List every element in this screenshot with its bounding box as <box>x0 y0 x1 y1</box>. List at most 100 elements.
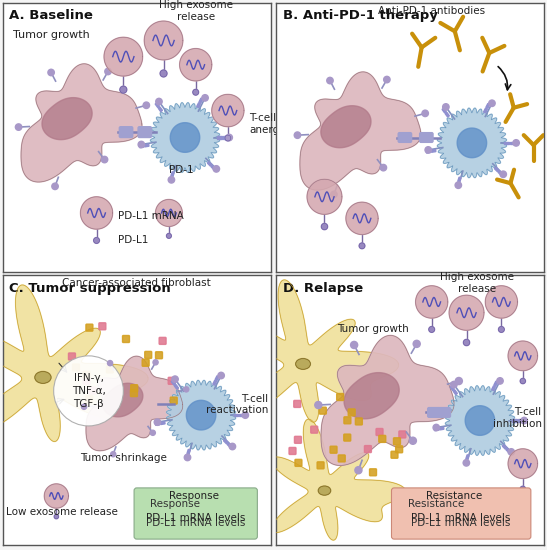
Circle shape <box>355 466 362 474</box>
Text: High exosome
release: High exosome release <box>440 272 514 294</box>
FancyBboxPatch shape <box>356 418 362 425</box>
FancyBboxPatch shape <box>130 389 137 397</box>
Bar <box>426 150 431 153</box>
Polygon shape <box>321 336 454 465</box>
Polygon shape <box>166 380 236 450</box>
FancyBboxPatch shape <box>370 469 376 476</box>
FancyBboxPatch shape <box>391 451 398 458</box>
Circle shape <box>110 452 116 457</box>
FancyBboxPatch shape <box>134 488 257 539</box>
Circle shape <box>213 166 219 172</box>
FancyBboxPatch shape <box>155 352 162 359</box>
FancyBboxPatch shape <box>317 462 324 469</box>
Circle shape <box>497 378 503 384</box>
Circle shape <box>15 124 22 130</box>
FancyBboxPatch shape <box>376 428 383 436</box>
Polygon shape <box>80 197 113 229</box>
Circle shape <box>242 412 248 419</box>
Text: PD-1: PD-1 <box>169 165 194 175</box>
FancyBboxPatch shape <box>319 407 327 414</box>
Circle shape <box>138 141 144 148</box>
Polygon shape <box>271 419 406 540</box>
Circle shape <box>520 378 526 384</box>
Bar <box>199 98 203 103</box>
Circle shape <box>321 223 328 230</box>
Text: T-cell
reactivation: T-cell reactivation <box>206 394 268 415</box>
Circle shape <box>153 360 158 365</box>
Bar <box>218 136 222 139</box>
Circle shape <box>380 164 387 171</box>
Polygon shape <box>321 106 371 148</box>
Bar <box>442 108 446 113</box>
Text: Response: Response <box>150 499 200 509</box>
Bar <box>224 439 228 444</box>
Polygon shape <box>42 98 92 140</box>
Bar <box>492 386 496 390</box>
FancyBboxPatch shape <box>398 133 411 142</box>
Bar <box>234 414 238 416</box>
Bar <box>486 103 490 108</box>
Bar <box>439 427 444 430</box>
Circle shape <box>184 387 189 392</box>
Bar <box>174 384 178 389</box>
Bar <box>513 420 517 422</box>
Bar <box>434 428 439 431</box>
Ellipse shape <box>318 486 331 495</box>
Circle shape <box>294 132 301 139</box>
FancyBboxPatch shape <box>420 133 433 142</box>
FancyBboxPatch shape <box>123 336 130 343</box>
Polygon shape <box>179 48 212 81</box>
Circle shape <box>218 372 224 379</box>
FancyBboxPatch shape <box>428 408 440 417</box>
FancyBboxPatch shape <box>392 488 531 539</box>
Circle shape <box>500 171 507 178</box>
Text: Anti-PD-1 antibodies: Anti-PD-1 antibodies <box>378 6 485 16</box>
Circle shape <box>425 147 432 153</box>
Text: Resistance: Resistance <box>408 499 464 509</box>
Bar <box>494 381 498 386</box>
Circle shape <box>327 78 333 84</box>
FancyBboxPatch shape <box>338 455 345 462</box>
Bar <box>506 448 510 453</box>
FancyBboxPatch shape <box>119 126 133 138</box>
Text: PD-L1 mRNA levels: PD-L1 mRNA levels <box>146 513 246 522</box>
Polygon shape <box>170 123 200 152</box>
Bar <box>171 381 176 385</box>
Polygon shape <box>21 64 142 182</box>
Circle shape <box>48 69 54 76</box>
Polygon shape <box>0 285 148 442</box>
Circle shape <box>383 76 390 83</box>
Circle shape <box>463 460 469 466</box>
FancyBboxPatch shape <box>145 351 152 359</box>
FancyBboxPatch shape <box>311 426 318 433</box>
Circle shape <box>331 191 337 197</box>
Bar <box>211 166 216 170</box>
Text: A. Baseline: A. Baseline <box>9 9 94 23</box>
Polygon shape <box>344 373 399 419</box>
Circle shape <box>156 98 162 105</box>
FancyBboxPatch shape <box>438 408 451 417</box>
FancyBboxPatch shape <box>344 417 351 424</box>
Bar <box>158 107 162 112</box>
Text: PD-L1 mRNA: PD-L1 mRNA <box>118 211 184 221</box>
Text: T-cell
inhibition: T-cell inhibition <box>493 407 542 428</box>
Bar <box>484 108 487 113</box>
Circle shape <box>193 89 199 95</box>
Bar <box>453 390 457 395</box>
FancyBboxPatch shape <box>89 387 96 394</box>
Polygon shape <box>416 286 448 318</box>
Circle shape <box>508 449 515 455</box>
Polygon shape <box>103 383 143 417</box>
Bar <box>155 422 160 425</box>
Circle shape <box>463 339 470 345</box>
FancyBboxPatch shape <box>168 377 175 384</box>
Polygon shape <box>457 128 487 158</box>
Text: Response: Response <box>169 491 219 501</box>
Ellipse shape <box>35 371 51 383</box>
Circle shape <box>54 356 124 426</box>
Bar <box>213 381 217 385</box>
Circle shape <box>202 95 208 101</box>
Text: D. Relapse: D. Relapse <box>283 282 363 295</box>
Circle shape <box>120 86 127 93</box>
Bar <box>139 145 144 148</box>
